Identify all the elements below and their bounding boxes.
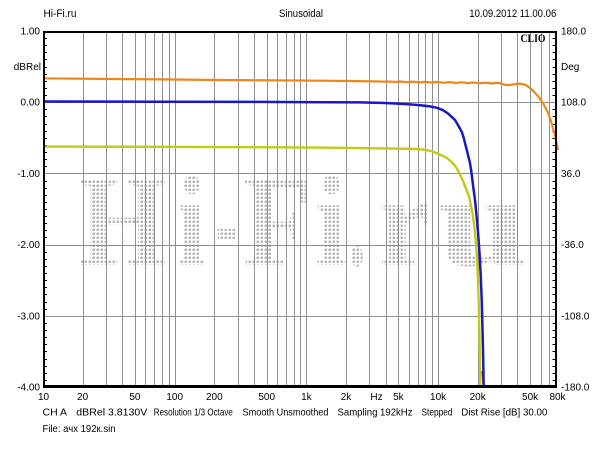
svg-text:100: 100 — [166, 392, 183, 403]
svg-text:200: 200 — [206, 392, 223, 403]
svg-text:Sinusoidal: Sinusoidal — [279, 8, 323, 20]
svg-text:20: 20 — [77, 392, 89, 403]
svg-text:1k: 1k — [301, 392, 313, 403]
svg-text:20k: 20k — [470, 392, 487, 403]
svg-text:Resolution 1/3 Octave: Resolution 1/3 Octave — [154, 408, 233, 419]
svg-text:i: i — [177, 150, 206, 294]
svg-text:10.09.2012 11.00.06: 10.09.2012 11.00.06 — [469, 8, 556, 20]
svg-text:Hz: Hz — [370, 392, 382, 403]
svg-text:Stepped: Stepped — [422, 408, 453, 419]
svg-text:Deg: Deg — [561, 62, 579, 73]
svg-text:-2.00: -2.00 — [17, 240, 40, 251]
svg-text:-4.00: -4.00 — [17, 383, 40, 394]
svg-text:2k: 2k — [341, 392, 353, 403]
svg-text:50: 50 — [129, 392, 141, 403]
svg-text:dBRel 3.8130V: dBRel 3.8130V — [76, 408, 147, 419]
svg-text:Sampling 192kHz: Sampling 192kHz — [338, 408, 413, 419]
svg-text:.: . — [348, 150, 366, 294]
svg-text:-3.00: -3.00 — [17, 311, 40, 322]
svg-text:10k: 10k — [430, 392, 447, 403]
svg-text:-36.0: -36.0 — [561, 240, 584, 251]
svg-text:0.00: 0.00 — [21, 98, 41, 109]
svg-text:File: ачх 192к.sin: File: ачх 192к.sin — [43, 424, 116, 435]
svg-text:Smooth Unsmoothed: Smooth Unsmoothed — [243, 408, 329, 419]
svg-text:1.00: 1.00 — [21, 27, 41, 38]
svg-text:36.0: 36.0 — [561, 169, 581, 180]
svg-text:108.0: 108.0 — [561, 98, 586, 109]
svg-text:dBRel: dBRel — [14, 62, 41, 73]
svg-text:5k: 5k — [393, 392, 405, 403]
svg-text:u: u — [437, 150, 528, 294]
svg-text:80k: 80k — [549, 392, 566, 403]
svg-text:500: 500 — [258, 392, 275, 403]
svg-text:Hi-Fi.ru: Hi-Fi.ru — [44, 8, 77, 20]
svg-text:i: i — [315, 150, 347, 294]
svg-text:CH A: CH A — [43, 408, 68, 419]
svg-text:-180.0: -180.0 — [561, 383, 590, 394]
svg-text:Dist Rise [dB] 30.00: Dist Rise [dB] 30.00 — [461, 408, 547, 419]
svg-text:-: - — [215, 150, 239, 294]
svg-text:50k: 50k — [522, 392, 539, 403]
svg-text:CLIO: CLIO — [521, 31, 546, 45]
svg-text:-108.0: -108.0 — [561, 311, 590, 322]
svg-text:180.0: 180.0 — [561, 27, 586, 38]
svg-text:10: 10 — [38, 392, 50, 403]
svg-text:-1.00: -1.00 — [17, 169, 40, 180]
